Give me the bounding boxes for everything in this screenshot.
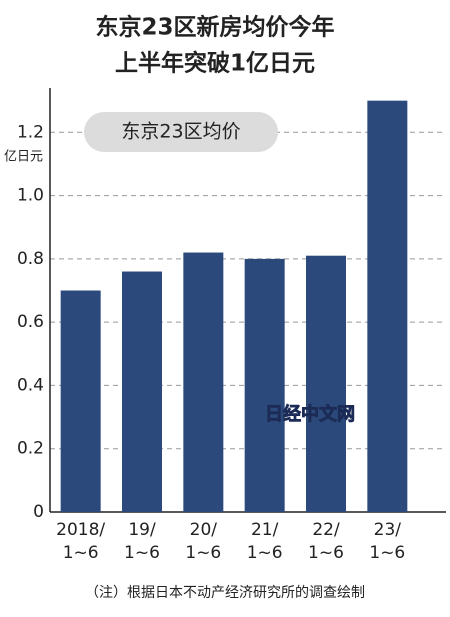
y-tick-label: 0.8	[17, 249, 44, 269]
y-tick-label: 1.0	[17, 186, 44, 206]
chart-title: 东京23区新房均价今年	[95, 14, 334, 41]
y-tick-label: 0	[33, 502, 44, 522]
x-tick-label: 1~6	[369, 543, 405, 563]
bar	[367, 100, 408, 513]
x-tick-label: 2018/	[56, 520, 105, 540]
watermark: 日经中文网	[265, 403, 355, 425]
x-tick-label: 22/	[312, 520, 340, 540]
x-tick-label: 1~6	[185, 543, 221, 563]
legend-pill	[84, 112, 278, 152]
y-tick-label: 0.6	[17, 312, 44, 332]
x-tick-label: 1~6	[124, 543, 160, 563]
x-tick-label: 1~6	[63, 543, 99, 563]
x-tick-label: 19/	[128, 520, 156, 540]
x-tick-label: 23/	[374, 520, 402, 540]
y-unit: 亿日元	[4, 150, 43, 165]
chart-title: 上半年突破1亿日元	[115, 50, 315, 77]
bar	[306, 255, 346, 513]
y-tick-label: 0.4	[17, 375, 44, 395]
y-tick-label: 0.2	[17, 439, 44, 459]
bar	[244, 258, 285, 512]
x-tick-label: 20/	[190, 520, 218, 540]
legend-label: 东京23区均价	[121, 121, 240, 143]
x-tick-label: 1~6	[308, 543, 344, 563]
x-tick-label: 21/	[251, 520, 279, 540]
bar	[60, 290, 101, 512]
y-tick-label: 1.2	[17, 122, 44, 142]
x-tick-label: 1~6	[247, 543, 283, 563]
bar	[183, 252, 224, 513]
note: （注）根据日本不动产经济研究所的调查绘制	[85, 585, 365, 601]
bar	[122, 271, 162, 512]
